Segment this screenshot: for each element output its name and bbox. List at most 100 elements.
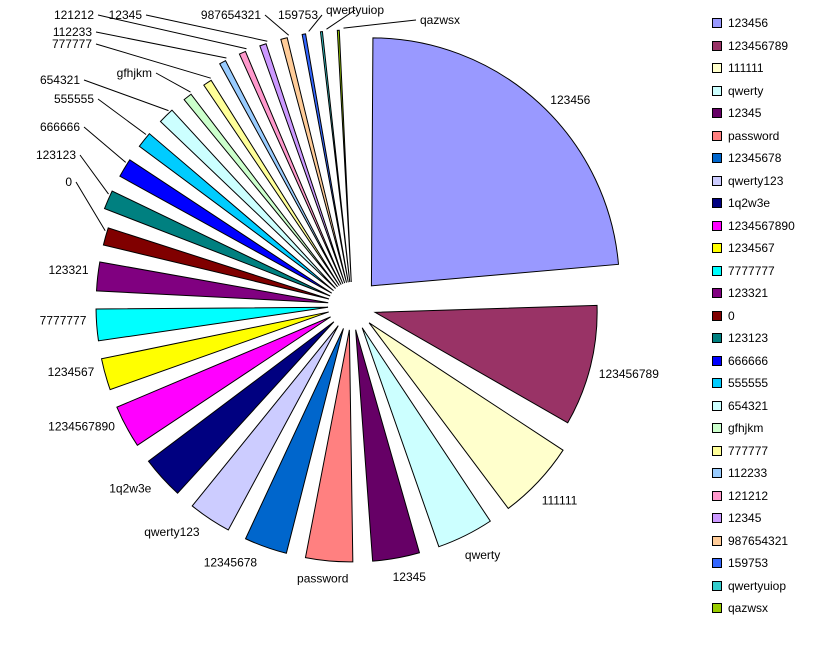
leader-lines — [75, 9, 417, 232]
legend-swatch — [712, 580, 722, 591]
legend-item: qazwsx — [706, 597, 830, 620]
slice-labels: 123456 123456789 111111 qwerty 12345 password… — [36, 3, 659, 585]
legend-item: 111111 — [706, 57, 830, 80]
legend-swatch — [712, 333, 722, 344]
pie-slice — [304, 329, 354, 563]
legend-label: 1234567 — [728, 241, 775, 256]
legend-item: 1q2w3e — [706, 192, 830, 215]
leader-line — [95, 43, 211, 79]
pie-slice — [95, 306, 329, 342]
legend-swatch — [712, 468, 722, 479]
legend: 123456 123456789 111111 qwerty 12345 password… — [706, 12, 830, 620]
legend-label: 12345 — [728, 511, 762, 526]
legend-swatch — [712, 265, 722, 276]
legend-label: 654321 — [728, 398, 769, 413]
legend-label: 666666 — [728, 353, 769, 368]
legend-swatch — [712, 603, 722, 614]
slice-label: 987654321 — [201, 8, 261, 22]
legend-item: 112233 — [706, 462, 830, 485]
legend-label: 123456789 — [728, 38, 789, 53]
slice-label: 112233 — [53, 25, 92, 39]
slice-label: 555555 — [54, 92, 94, 106]
legend-swatch — [712, 153, 722, 164]
leader-line — [308, 14, 323, 32]
slice-label: 123456 — [550, 93, 590, 107]
legend-swatch — [712, 220, 722, 231]
legend-swatch — [712, 423, 722, 434]
slice-label: qazwsx — [420, 13, 460, 27]
legend-swatch — [712, 130, 722, 141]
leader-line — [83, 126, 127, 163]
leader-line — [343, 19, 417, 29]
slice-label: gfhjkm — [117, 66, 152, 80]
legend-item: 987654321 — [706, 530, 830, 553]
legend-label: 12345678 — [728, 151, 782, 166]
pie-slice — [203, 79, 340, 286]
pie-slice — [373, 304, 598, 424]
legend-item: 666666 — [706, 350, 830, 373]
legend-item: 654321 — [706, 395, 830, 418]
pie-slice — [159, 109, 336, 289]
pie-slice — [244, 328, 344, 554]
leader-line — [75, 181, 106, 232]
pie-slice — [319, 31, 351, 283]
legend-item: 159753 — [706, 552, 830, 575]
slice-label: 7777777 — [40, 313, 87, 327]
pie-slice — [102, 227, 330, 300]
legend-label: 0 — [728, 308, 735, 323]
legend-label: 1q2w3e — [728, 196, 771, 211]
legend-label: 777777 — [728, 443, 769, 458]
pie-slice — [368, 322, 564, 510]
slice-label: qwertyuiop — [326, 3, 384, 17]
slice-label: qwerty — [465, 548, 500, 562]
legend-label: 159753 — [728, 556, 769, 571]
slice-label: 1234567890 — [48, 420, 115, 434]
pie-slice — [336, 29, 352, 283]
legend-label: 123321 — [728, 286, 769, 301]
legend-item: qwertyuiop — [706, 575, 830, 598]
legend-item: password — [706, 125, 830, 148]
pie-slice — [119, 159, 333, 294]
legend-item: 123123 — [706, 327, 830, 350]
legend-swatch — [712, 535, 722, 546]
legend-label: 111111 — [728, 61, 764, 76]
pie-slice — [191, 325, 339, 531]
legend-label: 12345 — [728, 106, 762, 121]
slice-label: 123321 — [48, 263, 88, 277]
legend-swatch — [712, 490, 722, 501]
slice-label: 1q2w3e — [109, 482, 151, 496]
legend-swatch — [712, 18, 722, 29]
pie-slice — [361, 327, 492, 548]
legend-item: gfhjkm — [706, 417, 830, 440]
slice-label: qwerty123 — [144, 525, 200, 539]
pie-slice — [116, 316, 331, 446]
pie-slice — [280, 37, 348, 283]
legend-swatch — [712, 85, 722, 96]
slice-label: 159753 — [278, 8, 318, 22]
slice-label: 777777 — [52, 37, 92, 51]
pie-slice — [100, 311, 329, 391]
legend-item: qwerty123 — [706, 170, 830, 193]
legend-item: 555555 — [706, 372, 830, 395]
legend-item: 777777 — [706, 440, 830, 463]
legend-label: 987654321 — [728, 533, 789, 548]
leader-line — [155, 72, 191, 93]
slice-label: 666666 — [40, 120, 80, 134]
legend-label: password — [728, 128, 780, 143]
pie-slice — [95, 261, 329, 304]
legend-label: 1234567890 — [728, 218, 795, 233]
pie-slice — [183, 93, 338, 288]
pie-slice — [238, 50, 344, 285]
legend-swatch — [712, 513, 722, 524]
legend-swatch — [712, 108, 722, 119]
legend-swatch — [712, 40, 722, 51]
leader-line — [79, 154, 109, 195]
legend-label: 123456 — [728, 16, 769, 31]
legend-swatch — [712, 558, 722, 569]
legend-item: 12345678 — [706, 147, 830, 170]
legend-swatch — [712, 445, 722, 456]
legend-label: gfhjkm — [728, 421, 764, 436]
legend-item: 12345 — [706, 102, 830, 125]
legend-item: 7777777 — [706, 260, 830, 283]
